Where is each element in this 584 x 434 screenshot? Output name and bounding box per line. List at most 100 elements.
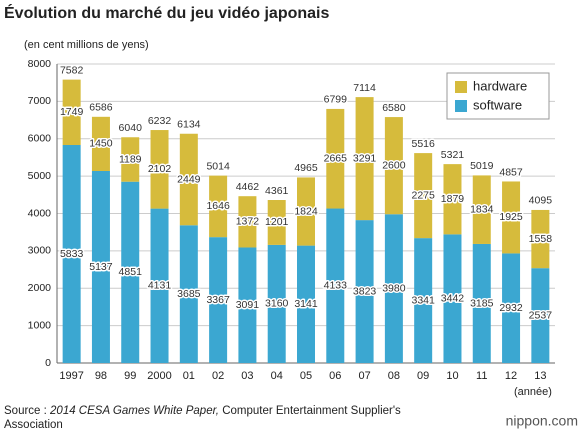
y-tick-label: 7000	[28, 95, 52, 107]
value-label: 3685	[177, 288, 201, 300]
y-tick-label: 1000	[28, 319, 52, 331]
value-label: 1834	[470, 203, 494, 215]
bar-segment	[179, 225, 198, 363]
value-label: 3367	[206, 294, 230, 306]
value-label: 1558	[529, 233, 553, 245]
source-line2: Association	[4, 419, 63, 431]
x-tick-label: 98	[95, 370, 107, 382]
total-label: 4965	[294, 162, 318, 174]
total-label: 5321	[441, 149, 465, 161]
value-label: 1201	[265, 216, 289, 228]
total-label: 7114	[353, 82, 376, 94]
value-label: 1749	[60, 106, 84, 118]
total-label: 6134	[177, 119, 201, 131]
total-label: 6040	[119, 122, 143, 134]
value-label: 2449	[177, 173, 201, 185]
y-tick-label: 4000	[28, 207, 52, 219]
x-tick-label: 1997	[59, 370, 83, 382]
bar-segment	[62, 79, 81, 145]
bar-segment	[62, 144, 81, 363]
bar-segment	[297, 177, 315, 246]
value-label: 2537	[529, 309, 553, 321]
total-label: 4857	[499, 166, 523, 178]
y-tick-label: 2000	[28, 282, 52, 294]
value-label: 3291	[353, 152, 377, 164]
x-tick-label: 2000	[147, 370, 171, 382]
value-label: 3141	[294, 298, 318, 310]
total-label: 5019	[470, 160, 494, 172]
bar-segment	[472, 175, 491, 244]
legend-label: software	[473, 97, 522, 112]
bar-segment	[326, 208, 345, 363]
y-tick-label: 6000	[28, 133, 52, 145]
value-label: 5833	[60, 248, 84, 260]
x-tick-label: 13	[534, 370, 546, 382]
bar-segment	[150, 130, 169, 209]
x-tick-label: 03	[241, 370, 253, 382]
legend-swatch	[455, 100, 467, 112]
source-prefix: Source :	[4, 405, 50, 417]
bar-segment	[91, 116, 110, 172]
bar-segment	[502, 253, 521, 363]
value-label: 3160	[265, 298, 289, 310]
x-tick-label: 07	[358, 370, 370, 382]
x-tick-label: 12	[505, 370, 517, 382]
value-label: 3185	[470, 297, 494, 309]
bar-segment	[414, 238, 433, 363]
total-label: 6799	[324, 94, 348, 106]
bar-segment	[531, 209, 550, 269]
bar-segment	[531, 268, 550, 363]
bar-segment	[179, 133, 198, 226]
x-tick-label: 10	[446, 370, 458, 382]
x-tick-label: 05	[300, 370, 312, 382]
total-label: 7582	[60, 64, 84, 76]
total-label: 5014	[206, 160, 230, 172]
total-label: 4462	[236, 181, 260, 193]
total-label: 6232	[148, 115, 172, 127]
value-label: 2600	[382, 159, 406, 171]
value-label: 1646	[206, 200, 230, 212]
legend-label: hardware	[473, 78, 527, 93]
y-tick-label: 5000	[28, 170, 52, 182]
source-italic: 2014 CESA Games White Paper,	[49, 405, 219, 417]
bar-segment	[121, 181, 140, 363]
bar-segment	[384, 117, 403, 215]
value-label: 1925	[499, 211, 523, 223]
x-tick-label: 09	[417, 370, 429, 382]
bar-segment	[355, 220, 374, 363]
bar-segment	[384, 214, 403, 363]
value-label: 3823	[353, 285, 377, 297]
value-label: 1372	[236, 216, 260, 228]
bar-segment	[209, 175, 228, 238]
x-tick-label: 04	[271, 370, 283, 382]
value-label: 2665	[324, 153, 348, 165]
value-label: 1450	[89, 138, 113, 150]
bar-segment	[267, 244, 286, 363]
bar-segment	[414, 153, 433, 239]
x-tick-label: 02	[212, 370, 224, 382]
value-label: 2102	[148, 163, 172, 175]
brand: nippon.com	[506, 413, 578, 429]
bar-segment	[443, 164, 462, 235]
source-rest: Computer Entertainment Supplier's	[219, 405, 401, 417]
total-label: 4095	[529, 195, 553, 207]
bar-segment	[238, 247, 257, 363]
bar-segment	[502, 181, 521, 254]
value-label: 4851	[119, 266, 143, 278]
x-tick-label: 01	[183, 370, 195, 382]
x-tick-label: 99	[124, 370, 136, 382]
total-label: 6586	[89, 102, 113, 114]
bar-segment	[209, 237, 228, 363]
x-axis-label: (année)	[514, 386, 552, 398]
y-tick-label: 8000	[28, 58, 52, 70]
source: Source : 2014 CESA Games White Paper, Co…	[4, 405, 401, 417]
total-label: 5516	[411, 138, 435, 150]
bar-segment	[91, 171, 110, 363]
bar-segment	[238, 196, 257, 248]
value-label: 5137	[89, 261, 113, 273]
total-label: 6580	[382, 102, 406, 114]
x-tick-label: 08	[388, 370, 400, 382]
bar-segment	[267, 200, 286, 245]
value-label: 3091	[236, 299, 260, 311]
